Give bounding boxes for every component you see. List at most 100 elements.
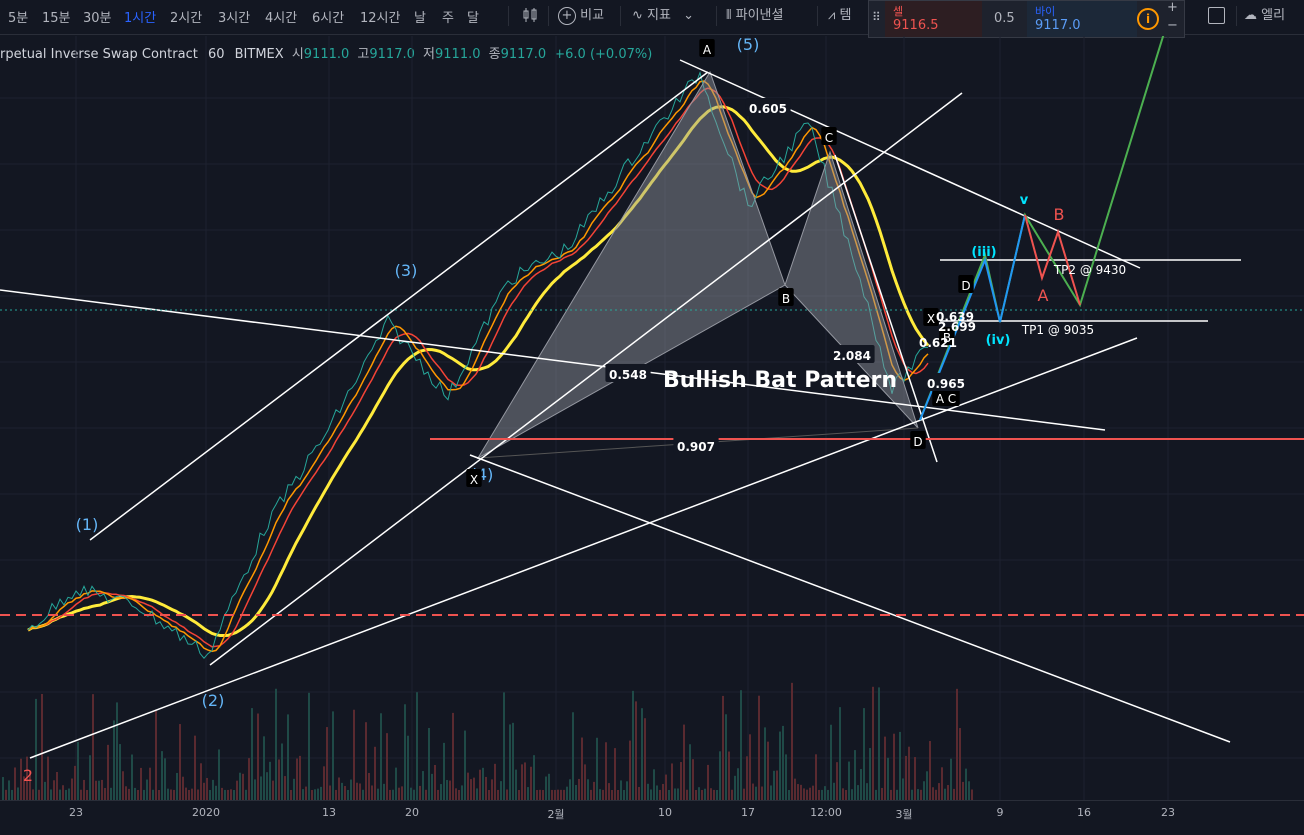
timeframe-day[interactable]: 날: [414, 11, 426, 26]
templates-label: 템: [839, 8, 852, 23]
volume-bar: [785, 754, 787, 800]
timeframe-week[interactable]: 주: [442, 11, 454, 26]
volume-bar: [656, 785, 658, 800]
volume-bar: [524, 762, 526, 800]
info-icon[interactable]: i: [1137, 8, 1159, 30]
volume-bar: [101, 779, 103, 800]
compare-button[interactable]: + 비교: [558, 5, 604, 27]
volume-bar: [143, 789, 145, 800]
toolbar-divider: [548, 6, 549, 26]
templates-icon: ⩘: [828, 8, 836, 23]
small-pattern-point-b: B: [943, 331, 951, 345]
plus-icon[interactable]: +: [1167, 0, 1178, 15]
volume-bar: [233, 789, 235, 800]
timeframe-1h[interactable]: 1시간: [124, 11, 157, 26]
candle-type-button[interactable]: [520, 5, 540, 27]
timeframe-30m[interactable]: 30분: [83, 11, 112, 26]
x-tick-label: 2월: [547, 808, 565, 821]
volume-bar: [926, 771, 928, 800]
volume-bar: [500, 781, 502, 800]
pattern-point-x-background: [466, 469, 482, 487]
volume-bar: [245, 789, 247, 800]
buy-button[interactable]: 바이 9117.0: [1027, 1, 1137, 37]
chart-canvas[interactable]: (1)(2)(3)(4)(5)2XABCDXABCD0.6050.5482.08…: [0, 36, 1304, 800]
pattern-point-d-background: [910, 431, 926, 449]
volume-bar: [476, 788, 478, 800]
volume-bar: [596, 737, 598, 800]
volume-bar: [641, 708, 643, 800]
volume-bar: [404, 704, 406, 800]
alert-label: 엘리: [1261, 8, 1286, 23]
volume-bar: [296, 758, 298, 800]
volume-bar: [38, 789, 40, 800]
volume-bar: [824, 786, 826, 800]
volume-bar: [164, 758, 166, 800]
volume-bar: [740, 690, 742, 800]
volume-bar: [644, 718, 646, 800]
fullscreen-button[interactable]: [1208, 5, 1225, 27]
volume-bar: [887, 757, 889, 800]
financials-button[interactable]: ⫴ 파이낸셜: [726, 5, 783, 27]
volume-bar: [47, 756, 49, 800]
volume-bar: [662, 783, 664, 800]
volume-bar: [815, 754, 817, 800]
timeframe-2h[interactable]: 2시간: [170, 11, 203, 26]
timeframe-month[interactable]: 달: [467, 11, 479, 26]
timeframe-15m[interactable]: 15분: [42, 11, 71, 26]
minus-icon[interactable]: −: [1167, 18, 1178, 33]
small-pattern-point-x-background: [923, 308, 939, 326]
volume-bar: [167, 788, 169, 800]
volume-bar: [236, 780, 238, 800]
x-axis[interactable]: 23 2020 13 20 2월 10 17 12:00 3월 9 16 23: [0, 800, 1304, 835]
volume-bar: [749, 734, 751, 800]
volume-bar: [794, 778, 796, 800]
volume-bar: [284, 776, 286, 800]
alert-button[interactable]: ☁ 엘리: [1244, 5, 1285, 27]
sell-button[interactable]: 셀 9116.5: [885, 1, 982, 37]
volume-bar: [791, 682, 793, 800]
volume-bar: [317, 788, 319, 800]
volume-bar: [668, 790, 670, 800]
volume-bar: [851, 789, 853, 800]
drag-handle-icon[interactable]: ⠿: [872, 10, 881, 24]
volume-bar: [371, 785, 373, 800]
timeframe-6h[interactable]: 6시간: [312, 11, 345, 26]
volume-bar: [71, 778, 73, 800]
small-pattern-point-c: C: [948, 392, 956, 406]
volume-bar: [269, 761, 271, 800]
volume-bar: [692, 759, 694, 800]
volume-bar: [449, 780, 451, 800]
volume-bar: [50, 789, 52, 800]
indicators-button[interactable]: ∿ 지표 ⌄: [632, 5, 694, 27]
volume-bar: [650, 789, 652, 800]
small-pattern-point-a: A: [936, 392, 945, 406]
volume-bar: [800, 784, 802, 800]
low-label: 저: [423, 47, 435, 62]
timeframe-3h[interactable]: 3시간: [218, 11, 251, 26]
timeframe-5m[interactable]: 5분: [8, 11, 29, 26]
volume-bar: [341, 782, 343, 800]
volume-bar: [944, 788, 946, 800]
volume-bar: [788, 789, 790, 800]
volume-bar: [551, 789, 553, 800]
ratio-label-0548-background: [605, 364, 651, 382]
symbol-name[interactable]: rpetual Inverse Swap Contract: [0, 47, 198, 62]
timeframe-12h[interactable]: 12시간: [360, 11, 401, 26]
volume-bar: [509, 724, 511, 800]
volume-bar: [950, 758, 952, 800]
timeframe-4h[interactable]: 4시간: [265, 11, 298, 26]
volume-bar: [314, 789, 316, 800]
volume-bar: [149, 767, 151, 800]
volume-bar: [137, 789, 139, 800]
volume-bar: [113, 720, 115, 800]
volume-bar: [218, 749, 220, 800]
x-tick-label: 17: [741, 806, 755, 819]
volume-bar: [683, 724, 685, 800]
volume-bar: [131, 754, 133, 800]
volume-bar: [539, 789, 541, 800]
x-tick-label: 12:00: [810, 806, 842, 819]
projection-abc-path: [1024, 214, 1081, 306]
volume-bar: [56, 771, 58, 800]
templates-button[interactable]: ⩘ 템: [828, 5, 851, 27]
volume-bar: [311, 789, 313, 800]
